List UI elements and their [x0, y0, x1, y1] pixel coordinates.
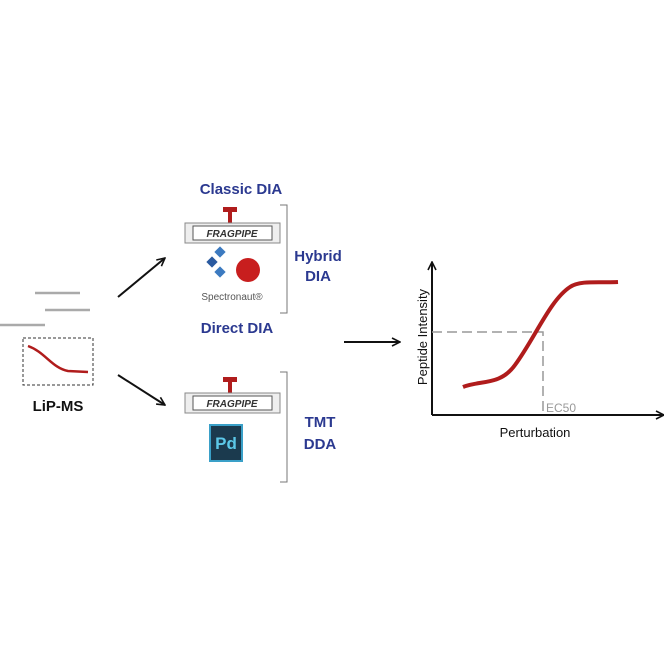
- bracket: [280, 371, 288, 483]
- method-label: DIA: [305, 268, 331, 285]
- logo-text: Pd: [215, 434, 237, 453]
- lip-box: [22, 337, 94, 386]
- pd-logo: Pd: [209, 424, 243, 462]
- gel-lines: [0, 291, 90, 327]
- method-label: TMT: [305, 414, 336, 431]
- logo-text: FRAGPIPE: [206, 229, 257, 240]
- lip-label: LiP-MS: [33, 398, 84, 415]
- method-label: Hybrid: [294, 248, 342, 265]
- dose-curve: [462, 280, 619, 389]
- ec50-guide: [432, 331, 544, 415]
- lip-curve: [27, 344, 89, 374]
- ec50-label: EC50: [546, 401, 576, 415]
- method-label: Direct DIA: [201, 320, 274, 337]
- arrow: [117, 258, 165, 298]
- method-label: Classic DIA: [200, 181, 283, 198]
- arrow: [117, 374, 165, 405]
- bracket: [280, 204, 288, 314]
- method-label: DDA: [304, 436, 337, 453]
- fragpipe-logo: FRAGPIPE: [184, 377, 281, 414]
- x-axis-label: Perturbation: [500, 425, 571, 440]
- fragpipe-logo: FRAGPIPE: [184, 207, 281, 244]
- logo-text: Spectronaut®: [201, 292, 263, 303]
- logo-text: FRAGPIPE: [206, 399, 257, 410]
- y-axis-label: Peptide Intensity: [415, 288, 430, 385]
- spectronaut-logo: Spectronaut®: [201, 246, 263, 303]
